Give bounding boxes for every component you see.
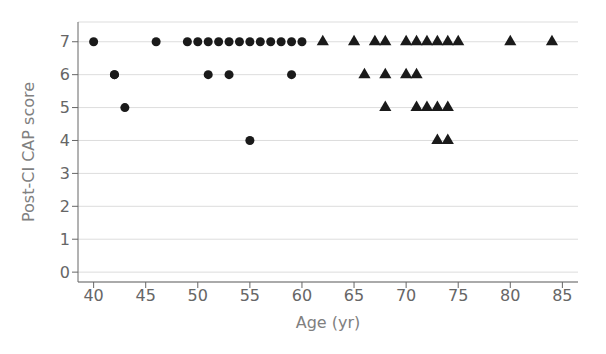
svg-text:4: 4 bbox=[60, 131, 70, 150]
svg-text:55: 55 bbox=[240, 286, 260, 305]
svg-text:50: 50 bbox=[188, 286, 208, 305]
svg-text:2: 2 bbox=[60, 197, 70, 216]
svg-text:40: 40 bbox=[83, 286, 103, 305]
svg-text:80: 80 bbox=[500, 286, 520, 305]
svg-text:75: 75 bbox=[448, 286, 468, 305]
svg-text:0: 0 bbox=[60, 263, 70, 282]
svg-text:45: 45 bbox=[136, 286, 156, 305]
svg-text:60: 60 bbox=[292, 286, 312, 305]
svg-text:65: 65 bbox=[344, 286, 364, 305]
svg-text:7: 7 bbox=[60, 32, 70, 51]
svg-text:3: 3 bbox=[60, 164, 70, 183]
svg-text:Post-CI CAP score: Post-CI CAP score bbox=[19, 82, 38, 222]
svg-text:70: 70 bbox=[396, 286, 416, 305]
svg-text:85: 85 bbox=[552, 286, 572, 305]
svg-text:6: 6 bbox=[60, 65, 70, 84]
svg-text:1: 1 bbox=[60, 230, 70, 249]
svg-text:Age (yr): Age (yr) bbox=[296, 313, 361, 332]
svg-text:5: 5 bbox=[60, 98, 70, 117]
